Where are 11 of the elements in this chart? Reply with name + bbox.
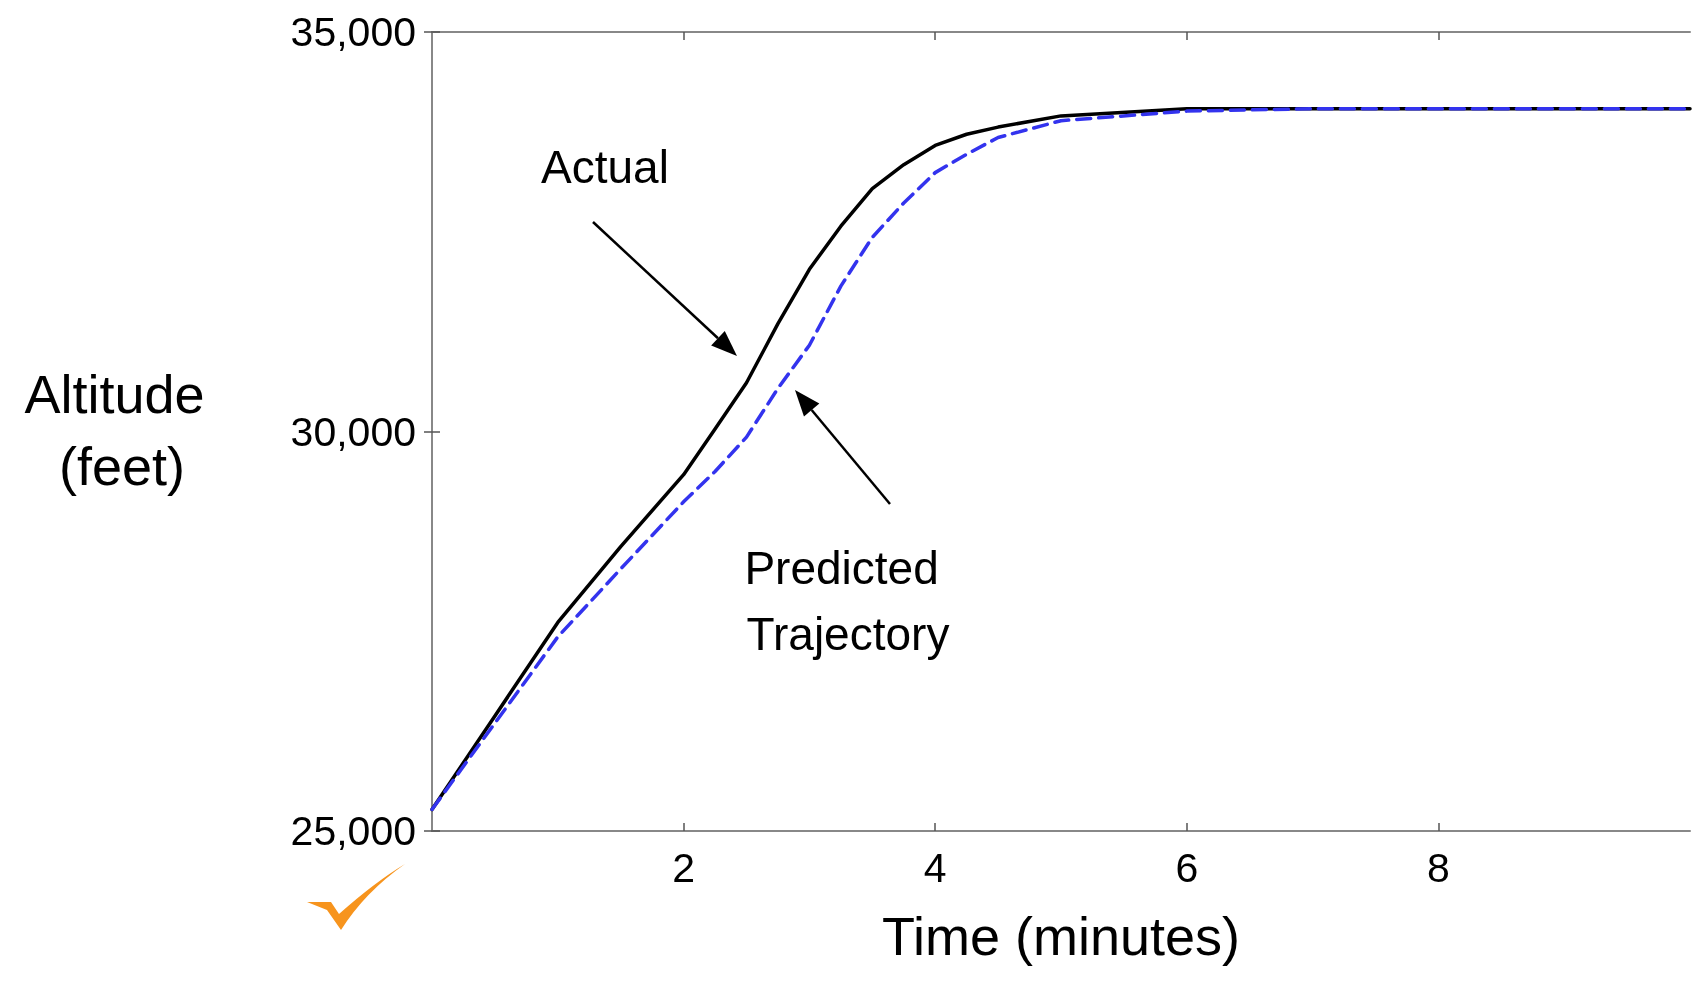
x-tick-label: 6 xyxy=(1175,844,1199,891)
x-tick-label: 4 xyxy=(923,844,947,891)
y-tick-label: 35,000 xyxy=(290,9,416,55)
y-tick-label: 30,000 xyxy=(290,408,416,455)
x-axis-title: Time (minutes) xyxy=(881,906,1241,966)
y-tick-label: 25,000 xyxy=(290,808,416,854)
x-tick-label: 2 xyxy=(672,844,696,891)
x-tick-label: 8 xyxy=(1426,844,1450,891)
annotation: Actual xyxy=(541,141,669,193)
y-axis-title: Altitude (feet) xyxy=(24,364,220,496)
annotation: Predicted Trajectory xyxy=(744,542,952,660)
